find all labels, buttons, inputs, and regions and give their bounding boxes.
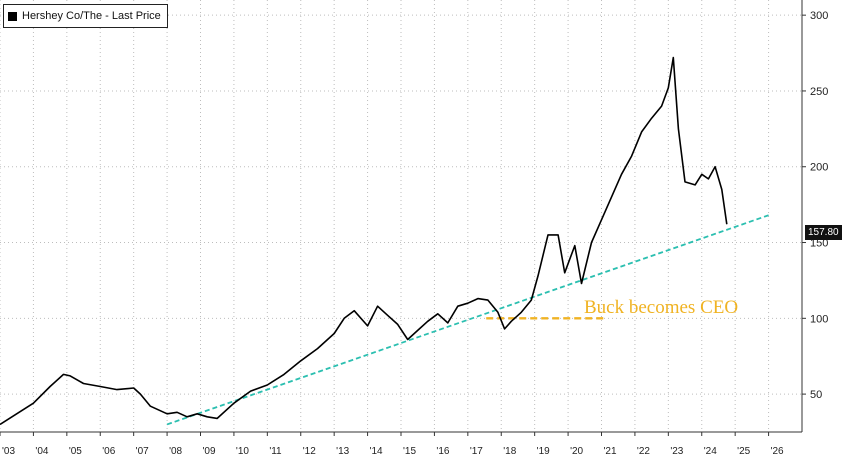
x-tick-label: '12 xyxy=(303,446,316,457)
y-tick-label: 50 xyxy=(810,389,822,401)
x-tick-label: '24 xyxy=(704,446,717,457)
x-tick-label: '17 xyxy=(470,446,483,457)
x-tick-label: '20 xyxy=(570,446,583,457)
support-trendline xyxy=(166,214,769,426)
y-tick-label: 100 xyxy=(810,313,828,325)
x-tick-label: '10 xyxy=(236,446,249,457)
grid-lines xyxy=(0,0,802,432)
x-tick-label: '05 xyxy=(69,446,82,457)
last-price-tag: 157.80 xyxy=(805,225,842,240)
x-tick-label: '16 xyxy=(436,446,449,457)
x-tick-label: '04 xyxy=(35,446,48,457)
y-tick-label: 250 xyxy=(810,86,828,98)
y-axis-ticks: 50 100 150 200 250 300 xyxy=(802,10,828,401)
series-line-hershey xyxy=(0,56,728,426)
legend: Hershey Co/The - Last Price xyxy=(3,4,168,28)
y-tick-label: 150 xyxy=(810,238,828,250)
x-tick-label: '08 xyxy=(169,446,182,457)
x-tick-label: '07 xyxy=(136,446,149,457)
x-tick-label: '25 xyxy=(737,446,750,457)
legend-label: Hershey Co/The - Last Price xyxy=(22,10,161,22)
x-tick-label: '13 xyxy=(336,446,349,457)
x-tick-label: '22 xyxy=(637,446,650,457)
x-tick-label: '06 xyxy=(102,446,115,457)
x-axis-ticks: '03 '04 '05 '06 '07 '08 '09 '10 '11 '12 '13 '14 '15 '… xyxy=(0,432,784,457)
x-tick-label: '23 xyxy=(670,446,683,457)
x-tick-label: '03 xyxy=(2,446,15,457)
annotation-buck-ceo: Buck becomes CEO xyxy=(584,297,739,318)
y-tick-label: 300 xyxy=(810,10,828,22)
y-tick-label: 200 xyxy=(810,162,828,174)
x-tick-label: '09 xyxy=(203,446,216,457)
x-tick-label: '14 xyxy=(370,446,383,457)
x-tick-label: '15 xyxy=(403,446,416,457)
x-tick-label: '11 xyxy=(269,446,282,457)
x-tick-label: '21 xyxy=(604,446,617,457)
x-tick-label: '26 xyxy=(771,446,784,457)
legend-swatch-icon xyxy=(8,11,17,21)
x-tick-label: '18 xyxy=(503,446,516,457)
x-tick-label: '19 xyxy=(537,446,550,457)
